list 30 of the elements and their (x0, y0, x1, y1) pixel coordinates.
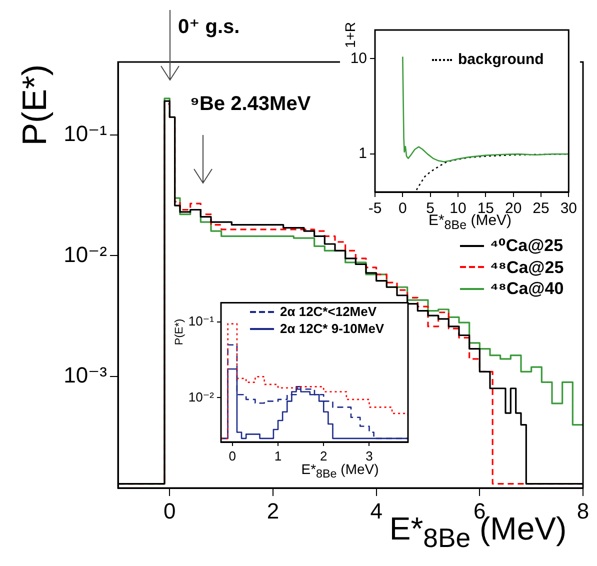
x-tick-label: 0 (164, 498, 176, 524)
y-axis-title: P(E*) (16, 64, 54, 146)
y-tick-label: 10⁻¹ (188, 314, 215, 329)
legend-label: ⁴⁸Ca@25 (490, 258, 564, 278)
x-tick-label: -5 (368, 200, 382, 218)
x-tick-label: 2 (266, 498, 280, 524)
y-tick-label: 10⁻³ (64, 362, 107, 388)
legend-label: 2α 12C*<12MeV (280, 304, 377, 320)
text: 0⁺ g.s. (178, 16, 240, 38)
y-tick-label: 10⁻² (64, 242, 107, 267)
legend-label: background (458, 51, 544, 68)
x-tick-label: 0 (228, 448, 236, 464)
x-tick-label: 1 (274, 448, 282, 464)
annotation: ⁹Be 2.43MeV (190, 93, 312, 115)
x-tick-label: 8 (576, 498, 590, 524)
legend-label: 2α 12C* 9-10MeV (280, 320, 384, 337)
x-axis-title: E*$_{8Be}$ (MeV) (301, 460, 379, 481)
x-tick-label: 4 (370, 498, 382, 524)
x-tick-label: 3 (366, 448, 373, 464)
x-tick-label: 2 (320, 448, 328, 464)
y-axis-title: P(E*) (174, 318, 186, 346)
x-tick-label: 0 (398, 200, 407, 218)
legend-label: ⁴⁸Ca@40 (490, 279, 564, 299)
x-tick-label: 10 (450, 200, 466, 218)
y-axis-title: 1+R (342, 22, 358, 48)
x-tick-label: 30 (560, 200, 577, 218)
legend-label: ⁴⁰Ca@25 (490, 236, 564, 256)
y-tick-label: 10⁻¹ (64, 120, 107, 146)
y-tick-label: 10⁻² (188, 389, 215, 404)
x-tick-label: 25 (532, 200, 550, 218)
